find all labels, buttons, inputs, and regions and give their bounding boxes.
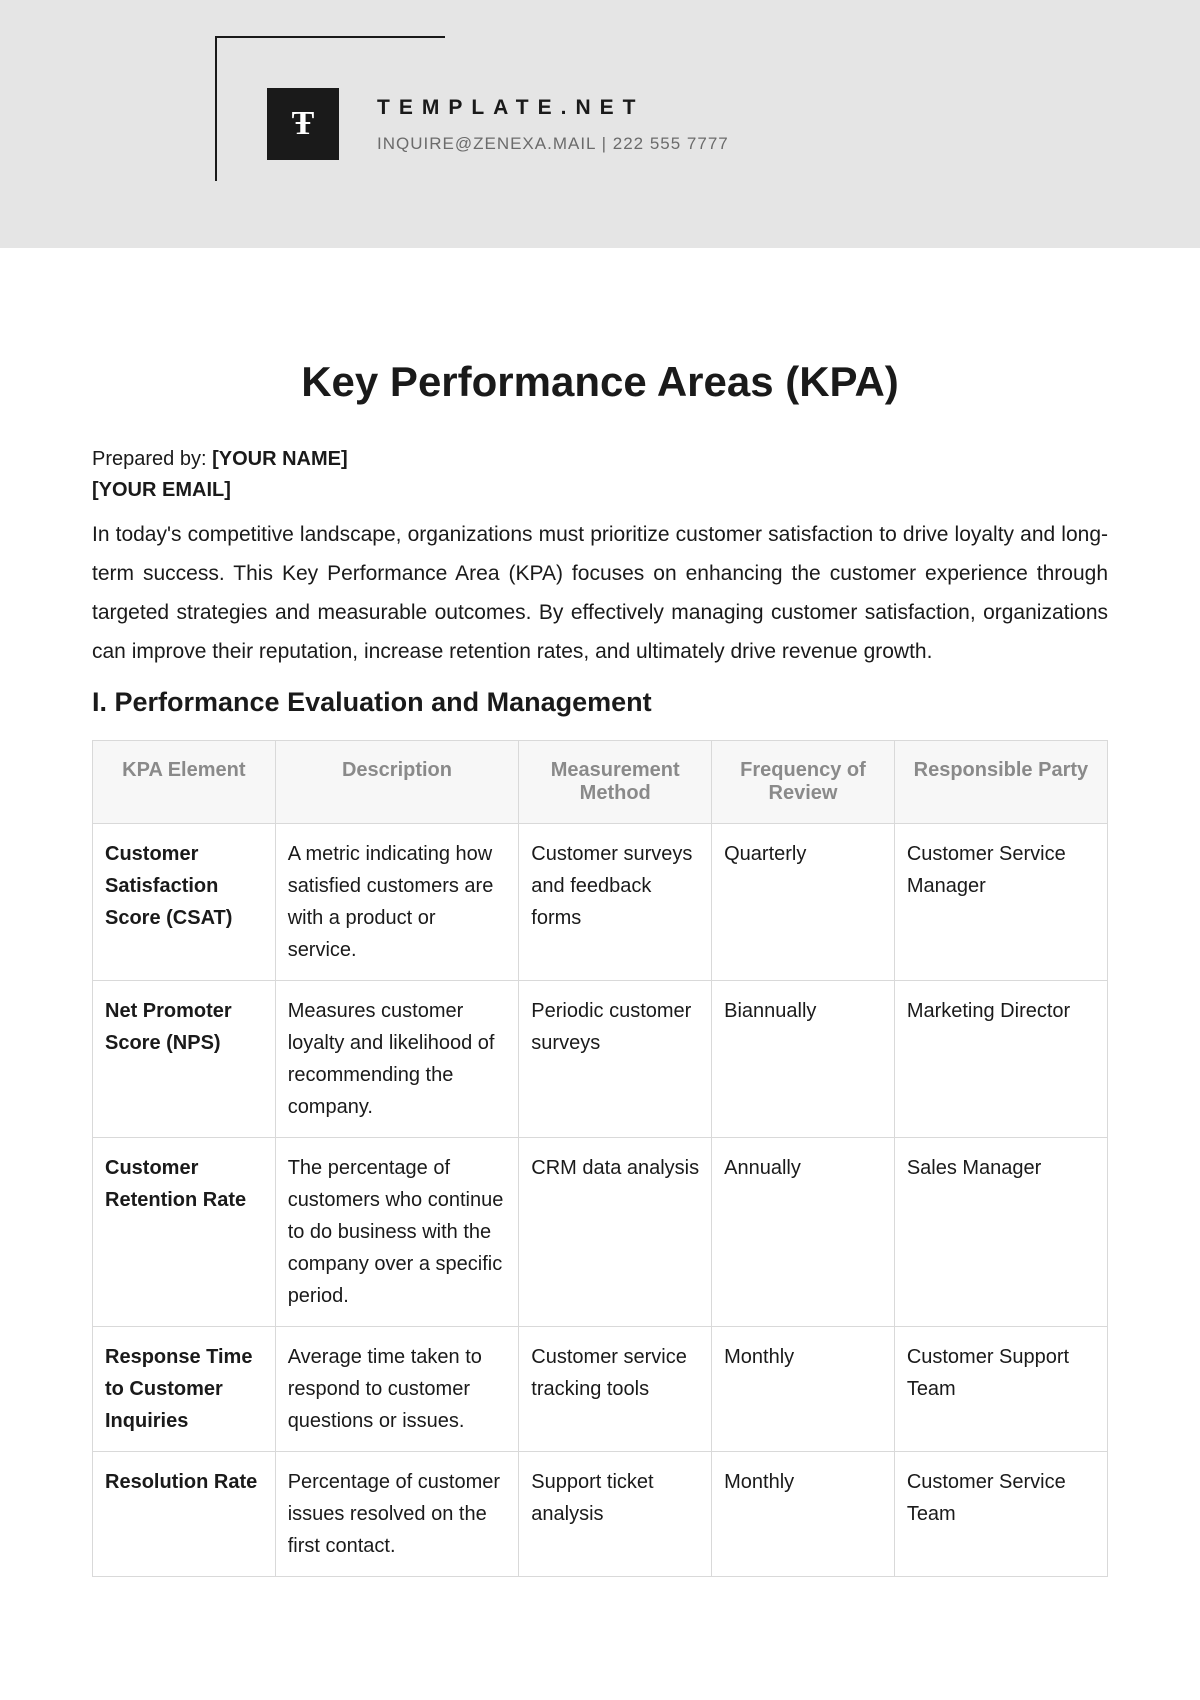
email-value: [YOUR EMAIL] — [92, 479, 231, 501]
prepared-by-line: Prepared by: [YOUR NAME] — [92, 448, 1108, 471]
prepared-by-value: [YOUR NAME] — [212, 448, 348, 470]
page-title: Key Performance Areas (KPA) — [92, 358, 1108, 406]
table-cell: Marketing Director — [894, 981, 1107, 1138]
table-cell: Customer service tracking tools — [519, 1327, 712, 1452]
brand-name: TEMPLATE.NET — [377, 96, 729, 120]
section-1-heading: I. Performance Evaluation and Management — [92, 687, 1108, 718]
table-cell: Annually — [712, 1138, 895, 1327]
table-cell: Monthly — [712, 1452, 895, 1577]
logo-box: Ŧ — [267, 88, 339, 160]
table-cell: Resolution Rate — [93, 1452, 276, 1577]
table-row: Customer Retention RateThe percentage of… — [93, 1138, 1108, 1327]
document-content: Key Performance Areas (KPA) Prepared by:… — [0, 248, 1200, 1577]
table-cell: Quarterly — [712, 824, 895, 981]
table-cell: Customer Satisfaction Score (CSAT) — [93, 824, 276, 981]
intro-paragraph: In today's competitive landscape, organi… — [92, 516, 1108, 671]
table-cell: The percentage of customers who continue… — [275, 1138, 519, 1327]
table-cell: Customer Support Team — [894, 1327, 1107, 1452]
th-responsible: Responsible Party — [894, 741, 1107, 824]
th-frequency: Frequency of Review — [712, 741, 895, 824]
table-cell: Support ticket analysis — [519, 1452, 712, 1577]
table-header-row: KPA Element Description Measurement Meth… — [93, 741, 1108, 824]
table-cell: Biannually — [712, 981, 895, 1138]
table-cell: Customer Service Manager — [894, 824, 1107, 981]
contact-line: INQUIRE@ZENEXA.MAIL | 222 555 7777 — [377, 134, 729, 154]
table-row: Net Promoter Score (NPS)Measures custome… — [93, 981, 1108, 1138]
table-cell: Response Time to Customer Inquiries — [93, 1327, 276, 1452]
prepared-by-label: Prepared by: — [92, 448, 212, 470]
logo-glyph-icon: Ŧ — [292, 107, 315, 141]
kpa-table: KPA Element Description Measurement Meth… — [92, 740, 1108, 1577]
table-cell: Periodic customer surveys — [519, 981, 712, 1138]
table-cell: Customer Service Team — [894, 1452, 1107, 1577]
th-measurement: Measurement Method — [519, 741, 712, 824]
table-row: Customer Satisfaction Score (CSAT)A metr… — [93, 824, 1108, 981]
table-cell: Customer surveys and feedback forms — [519, 824, 712, 981]
header-inner: Ŧ TEMPLATE.NET INQUIRE@ZENEXA.MAIL | 222… — [215, 36, 1200, 206]
header-text: TEMPLATE.NET INQUIRE@ZENEXA.MAIL | 222 5… — [377, 96, 729, 154]
header-band: Ŧ TEMPLATE.NET INQUIRE@ZENEXA.MAIL | 222… — [0, 0, 1200, 248]
th-description: Description — [275, 741, 519, 824]
table-cell: Net Promoter Score (NPS) — [93, 981, 276, 1138]
table-cell: Customer Retention Rate — [93, 1138, 276, 1327]
table-cell: CRM data analysis — [519, 1138, 712, 1327]
table-cell: Monthly — [712, 1327, 895, 1452]
table-row: Resolution RatePercentage of customer is… — [93, 1452, 1108, 1577]
table-cell: Measures customer loyalty and likelihood… — [275, 981, 519, 1138]
table-cell: Percentage of customer issues resolved o… — [275, 1452, 519, 1577]
table-cell: Sales Manager — [894, 1138, 1107, 1327]
table-row: Response Time to Customer InquiriesAvera… — [93, 1327, 1108, 1452]
email-line: [YOUR EMAIL] — [92, 479, 1108, 502]
table-cell: Average time taken to respond to custome… — [275, 1327, 519, 1452]
th-kpa-element: KPA Element — [93, 741, 276, 824]
table-cell: A metric indicating how satisfied custom… — [275, 824, 519, 981]
